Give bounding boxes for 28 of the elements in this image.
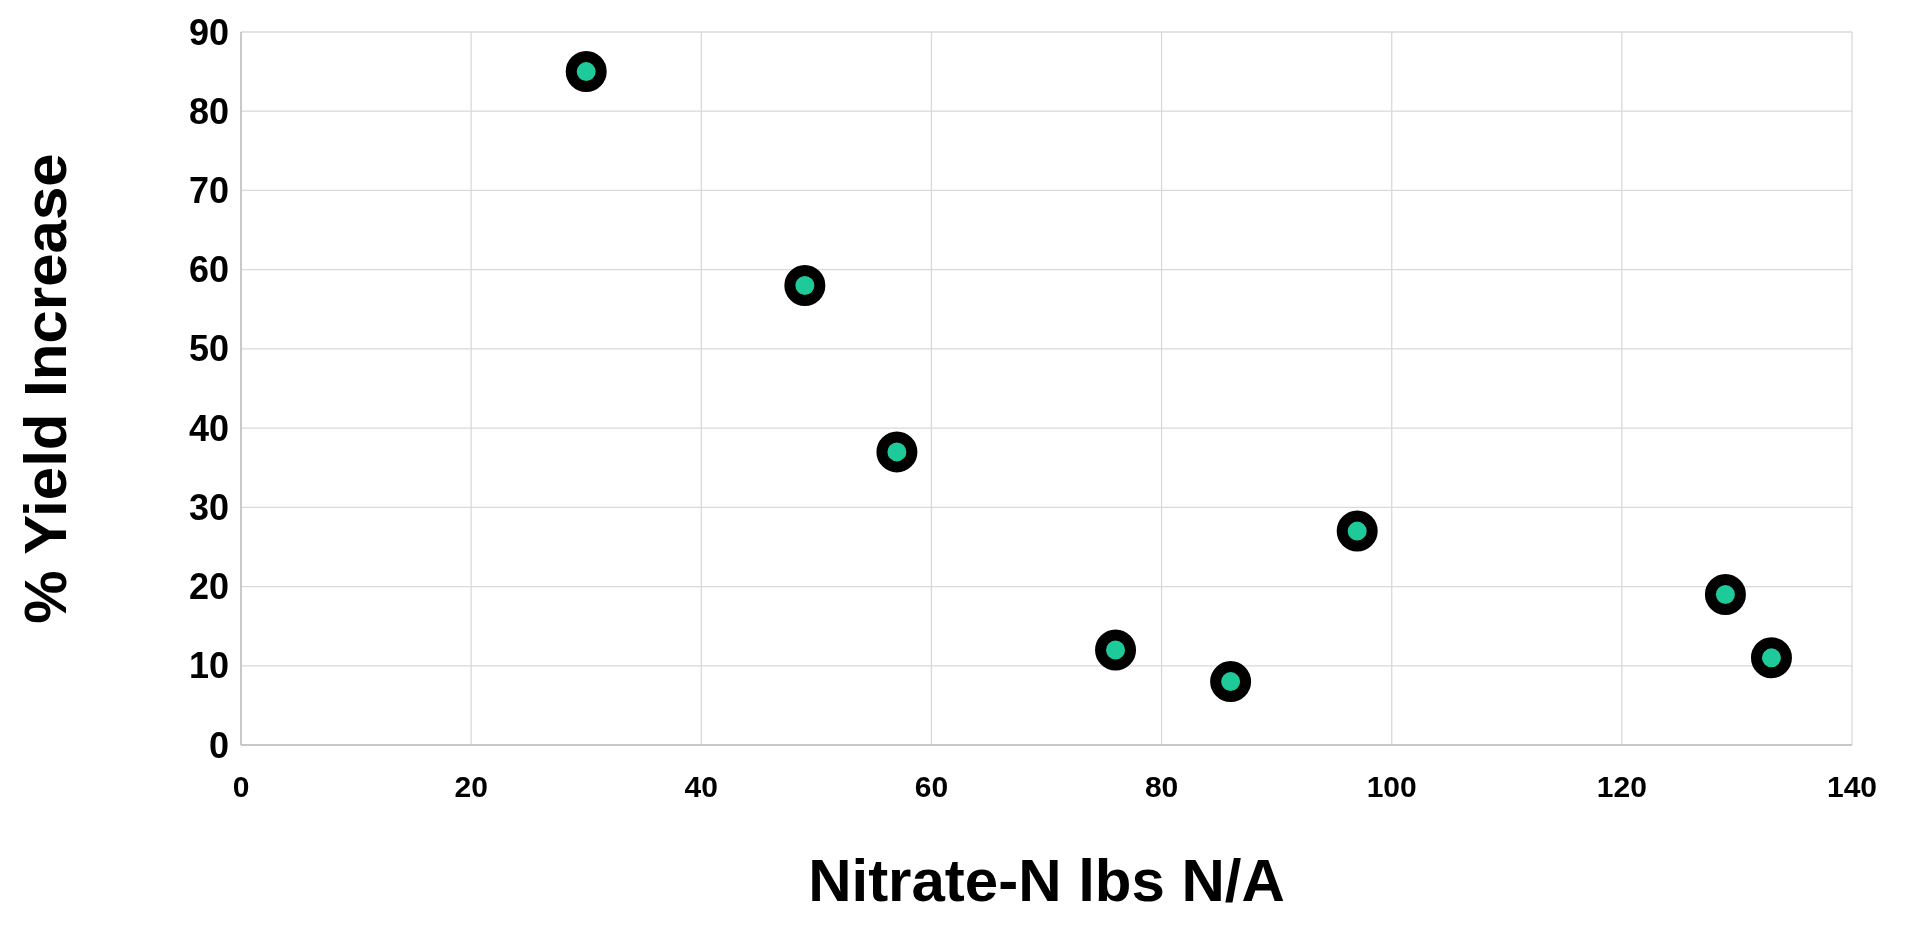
- y-tick-label: 20: [188, 566, 229, 608]
- x-tick-label: 0: [232, 770, 250, 803]
- point: [784, 265, 826, 306]
- x-tick-label: 20: [454, 770, 488, 803]
- point: [1210, 661, 1252, 703]
- point: [565, 51, 607, 93]
- x-tick-label: 100: [1366, 770, 1417, 803]
- point: [1750, 637, 1792, 679]
- point: [1704, 574, 1746, 615]
- x-tick-label: 120: [1596, 770, 1647, 803]
- y-tick-label: 10: [188, 645, 229, 687]
- y-tick-label: 90: [188, 11, 229, 53]
- x-tick-label: 40: [684, 770, 718, 803]
- y-tick-label: 80: [188, 90, 229, 132]
- y-tick-label: 0: [208, 724, 229, 766]
- point: [1336, 510, 1378, 552]
- y-axis-title: % Yield Increase: [12, 153, 79, 624]
- x-tick-label: 60: [914, 770, 949, 803]
- y-tick-label: 50: [188, 328, 229, 370]
- y-tick-label: 70: [188, 170, 229, 212]
- y-tick-label: 40: [188, 407, 229, 449]
- point: [1095, 629, 1137, 671]
- y-tick-label: 60: [188, 249, 229, 291]
- y-tick-label: 30: [188, 486, 229, 528]
- x-tick-label: 140: [1826, 770, 1878, 803]
- point: [876, 431, 918, 473]
- x-tick-label: 80: [1144, 770, 1179, 803]
- x-axis-title: Nitrate-N lbs N/A: [808, 847, 1285, 914]
